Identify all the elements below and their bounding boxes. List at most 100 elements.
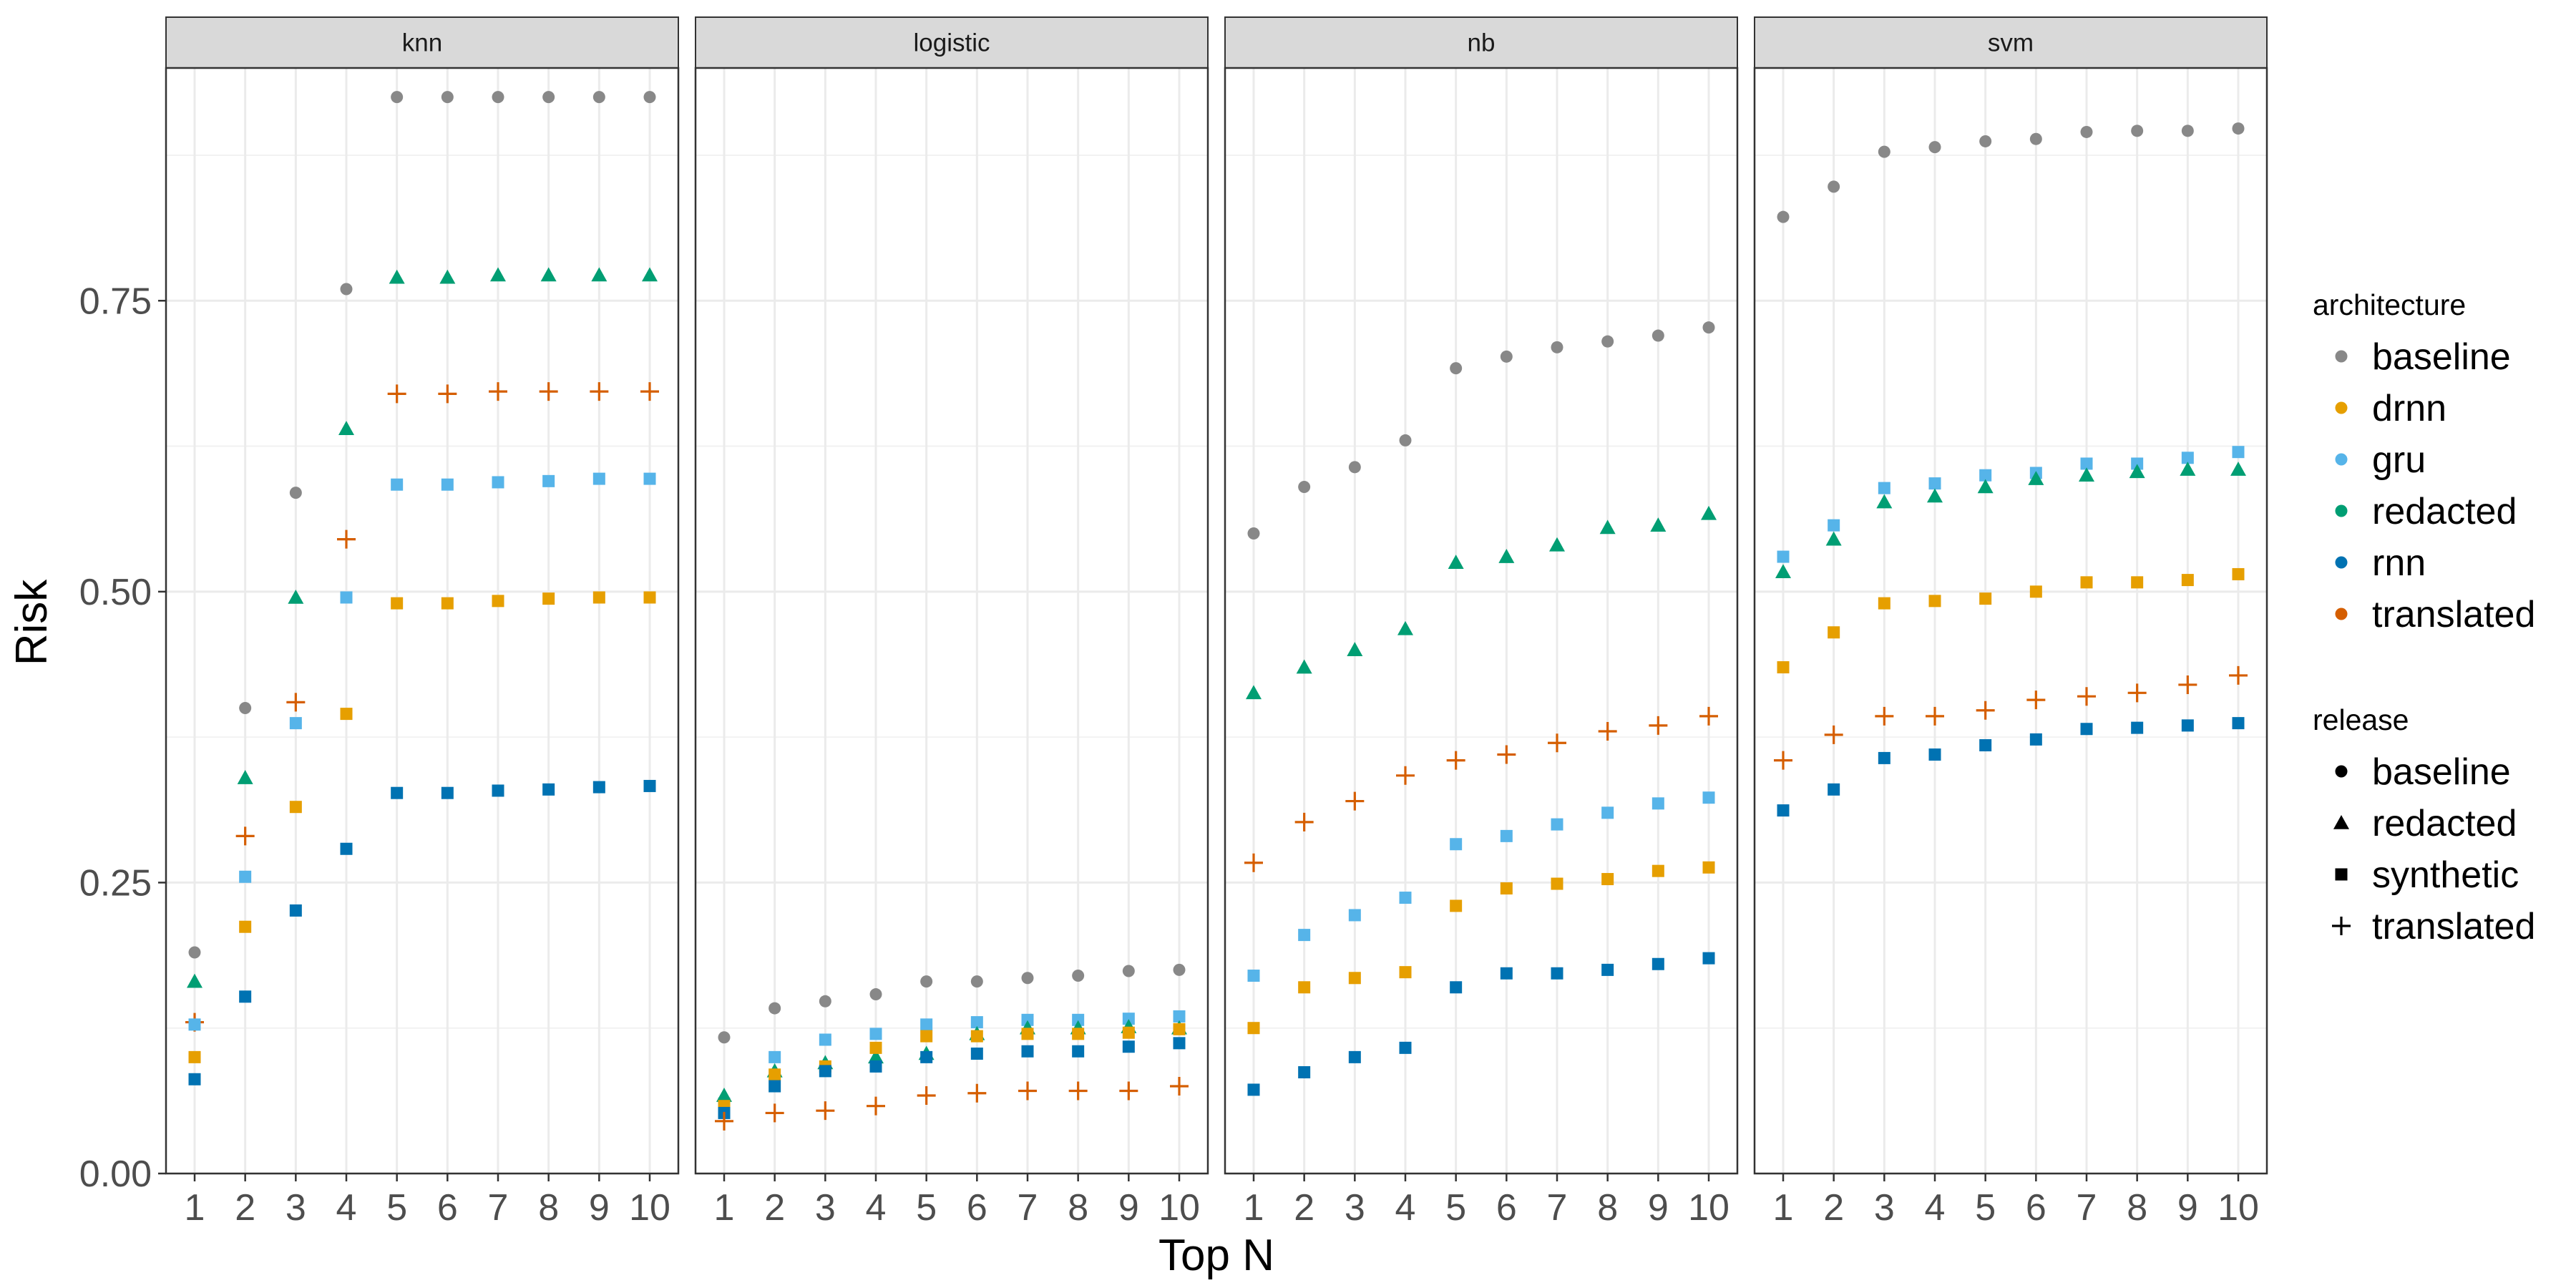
point-redacted-10 <box>2230 462 2246 476</box>
point-redacted-5 <box>1448 555 1464 569</box>
point-translated-7 <box>489 382 507 401</box>
x-tick-label: 2 <box>764 1187 785 1229</box>
point-gru-9 <box>2181 452 2194 464</box>
point-rnn-6 <box>1500 967 1513 980</box>
point-drnn-8 <box>2131 576 2144 589</box>
point-rnn-2 <box>1828 783 1840 796</box>
series-translated <box>1244 706 1718 872</box>
point-baseline-7 <box>492 91 504 104</box>
point-baseline-9 <box>1652 329 1664 342</box>
point-baseline-4 <box>1928 141 1941 154</box>
strip-nb <box>1224 16 1738 69</box>
legend-title-architecture: architecture <box>2313 288 2466 321</box>
point-rnn-7 <box>2080 723 2093 736</box>
point-translated-10 <box>1170 1077 1189 1096</box>
point-rnn-5 <box>920 1050 933 1063</box>
point-drnn-8 <box>542 592 555 605</box>
point-baseline-1 <box>1777 210 1790 223</box>
legend-release: release baseline redacted synthetic translat… <box>2313 703 2535 947</box>
series-rnn <box>1247 952 1715 1096</box>
point-baseline-7 <box>1551 341 1563 353</box>
point-gru-5 <box>1450 838 1463 851</box>
point-baseline-2 <box>1298 480 1311 493</box>
point-gru-5 <box>391 478 404 491</box>
legend-shape-translated <box>2332 917 2351 935</box>
x-tick-label: 10 <box>1688 1187 1729 1229</box>
point-redacted-4 <box>868 1049 884 1064</box>
legend-key-translated <box>2335 608 2348 620</box>
x-tick-label: 6 <box>1496 1187 1517 1229</box>
point-gru-4 <box>340 591 353 604</box>
point-drnn-2 <box>239 920 252 933</box>
point-redacted-2 <box>1296 659 1312 674</box>
point-gru-3 <box>289 717 302 730</box>
x-tick-label: 4 <box>1395 1187 1416 1229</box>
point-translated-5 <box>917 1086 936 1106</box>
panel-background <box>1225 68 1737 1174</box>
point-drnn-8 <box>1601 873 1614 886</box>
strip-label: logistic <box>914 29 990 57</box>
series-translated <box>715 1077 1189 1131</box>
x-tick-label: 7 <box>1547 1187 1568 1229</box>
point-translated-4 <box>1396 766 1415 785</box>
legend-label-redacted: redacted <box>2372 491 2517 532</box>
point-translated-2 <box>235 826 255 846</box>
panel-background <box>166 68 678 1174</box>
point-translated-1 <box>1774 751 1792 770</box>
legend-label-release-translated: translated <box>2372 906 2535 947</box>
point-drnn-7 <box>2080 576 2093 589</box>
point-translated-7 <box>1018 1081 1037 1101</box>
panel-background <box>1755 68 2267 1174</box>
point-baseline-8 <box>2131 125 2144 137</box>
panel-border <box>1753 67 2268 1175</box>
x-tick-label: 1 <box>185 1187 205 1229</box>
panel-border <box>1224 67 1739 1175</box>
legend-architecture: architecture baseline drnn gru redacted rnn tr… <box>2313 288 2535 635</box>
x-tick-label: 5 <box>386 1187 407 1229</box>
x-tick-label: 6 <box>967 1187 987 1229</box>
x-tick-label: 1 <box>714 1187 735 1229</box>
point-redacted-5 <box>389 269 405 284</box>
point-gru-2 <box>1828 519 1840 532</box>
legend-shape-redacted <box>2333 815 2349 829</box>
point-translated-6 <box>438 384 457 404</box>
panel-nb: nb 1 2 3 4 5 6 7 8 9 10 <box>1224 16 1739 1229</box>
point-redacted-8 <box>1599 519 1616 535</box>
point-rnn-5 <box>391 786 404 799</box>
point-rnn-8 <box>2131 721 2144 734</box>
point-redacted-4 <box>1397 620 1413 635</box>
point-baseline-8 <box>1072 970 1085 982</box>
y-tick-label: 0.00 <box>79 1153 152 1195</box>
x-tick-label: 8 <box>1597 1187 1618 1229</box>
point-redacted-5 <box>1977 479 1994 494</box>
point-rnn-10 <box>1702 952 1715 965</box>
point-baseline-10 <box>643 91 656 104</box>
point-redacted-9 <box>591 267 608 282</box>
point-drnn-7 <box>492 595 504 608</box>
point-gru-1 <box>1247 970 1260 982</box>
x-tick-label: 9 <box>589 1187 610 1229</box>
point-redacted-10 <box>1701 505 1717 520</box>
point-redacted-1 <box>1246 685 1262 700</box>
point-drnn-4 <box>1928 595 1941 608</box>
point-redacted-4 <box>1927 488 1943 503</box>
point-baseline-10 <box>2232 122 2245 135</box>
point-translated-6 <box>967 1083 987 1103</box>
x-tick-label: 5 <box>1975 1187 1996 1229</box>
point-baseline-6 <box>2029 132 2042 145</box>
point-translated-1 <box>1244 853 1263 872</box>
point-rnn-3 <box>819 1065 831 1078</box>
point-rnn-3 <box>289 904 302 917</box>
point-redacted-1 <box>187 973 203 988</box>
series-gru <box>1247 791 1715 982</box>
point-drnn-5 <box>391 597 404 610</box>
point-gru-7 <box>492 476 504 489</box>
point-drnn-8 <box>1072 1028 1085 1040</box>
point-rnn-2 <box>769 1080 781 1093</box>
point-baseline-5 <box>1450 362 1463 375</box>
point-rnn-8 <box>542 783 555 796</box>
point-drnn-4 <box>869 1041 882 1054</box>
strip-logistic <box>695 16 1209 69</box>
point-baseline-6 <box>441 91 454 104</box>
